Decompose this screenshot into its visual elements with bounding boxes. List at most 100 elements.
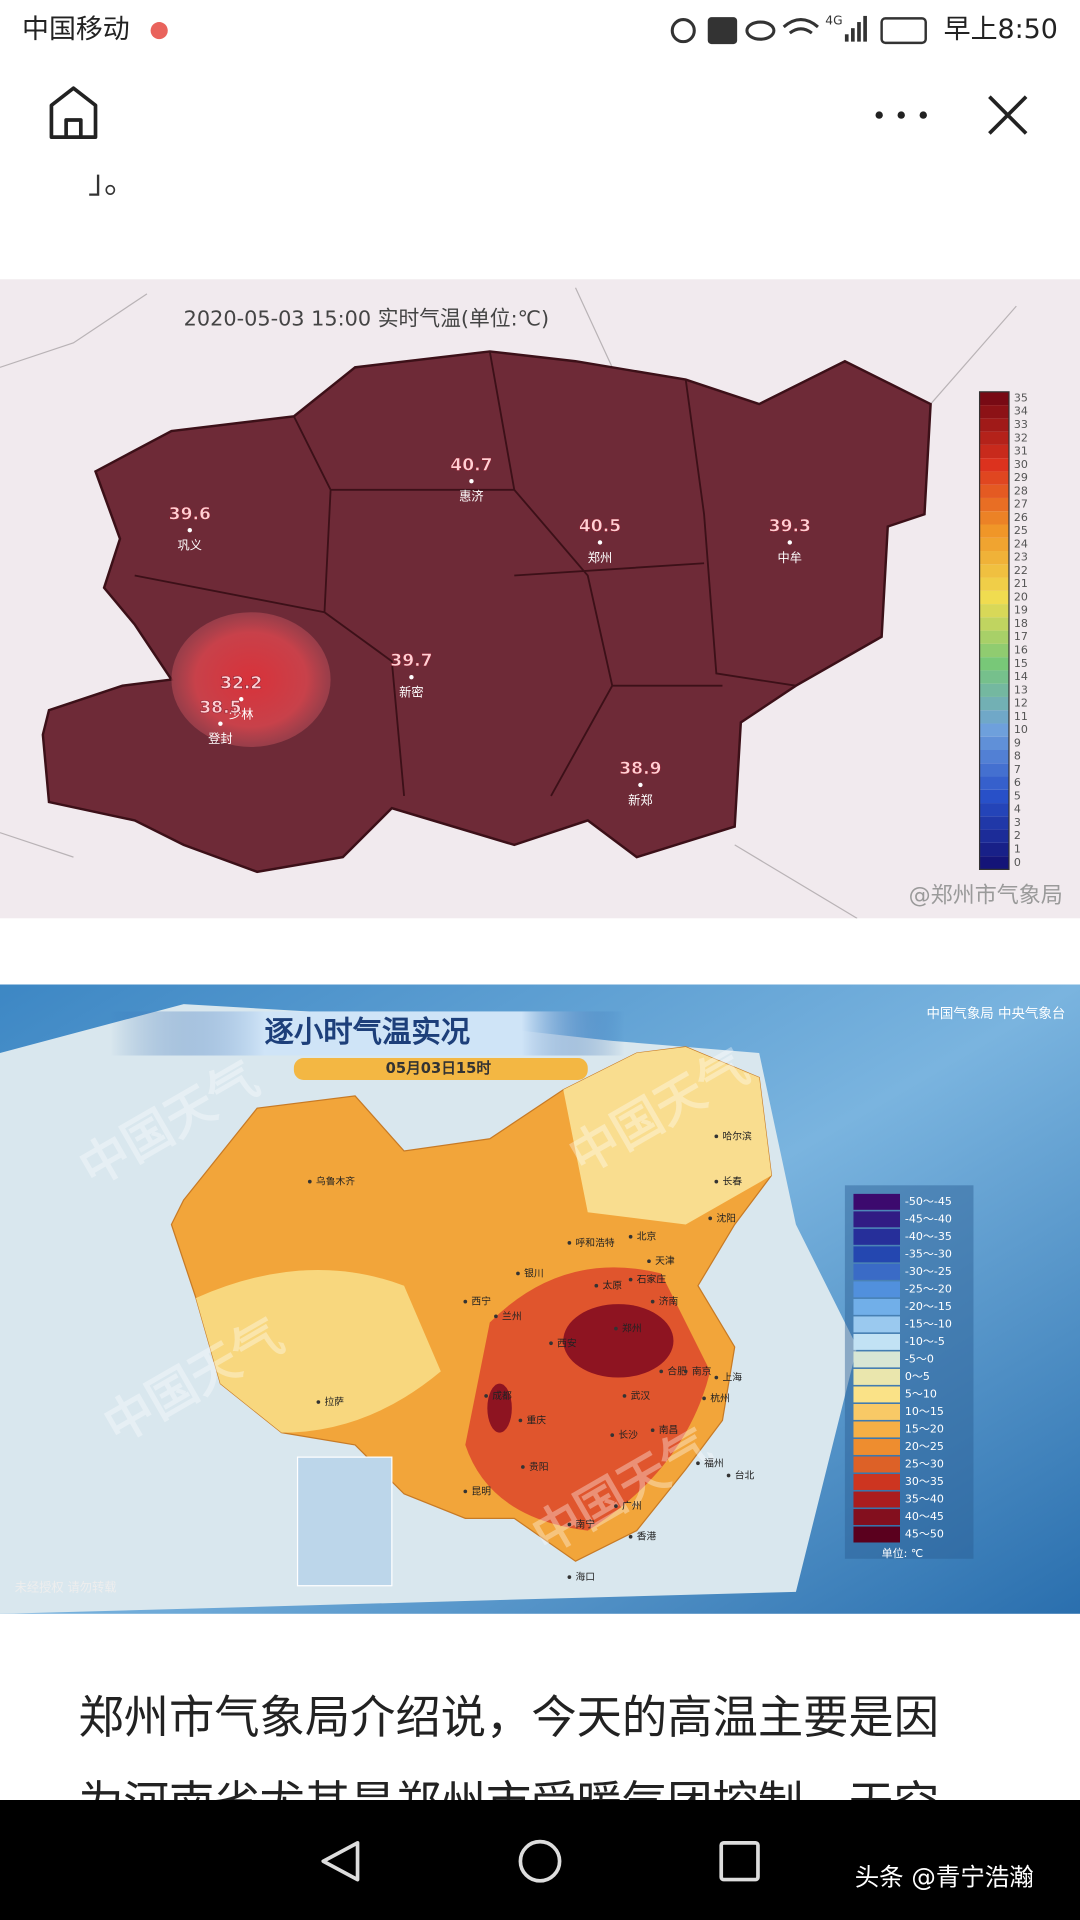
scale-label: 12 [1014,697,1028,710]
legend-swatch [853,1351,900,1368]
city-dot [696,1461,700,1466]
home-button[interactable] [49,86,98,139]
map-title: 逐小时气温实况 [265,1015,471,1049]
station-value: 39.3 [769,517,811,537]
scale-swatch [979,617,1009,631]
station-dot [638,782,643,788]
city-dot [463,1299,468,1304]
city-name: 石家庄 [637,1273,667,1286]
city-name: 海口 [576,1570,596,1583]
station-value: 38.5 [199,698,241,718]
city-name: 上海 [722,1371,742,1384]
scale-label: 22 [1014,564,1028,577]
city-dot [683,1369,688,1374]
city-dot [307,1179,312,1184]
station-name: 新郑 [628,792,652,807]
china-temperature-map: 逐小时气温实况 05月03日15时 中国气象局 中央气象台 未经授权 请勿转载 … [0,984,1080,1614]
scale-swatch [979,564,1009,578]
station-name: 巩义 [178,539,202,553]
scale-swatch [979,696,1009,711]
city-dot [494,1314,498,1319]
legend-swatch [853,1228,900,1245]
city-name: 济南 [659,1295,679,1308]
city-dot [614,1504,618,1508]
city-dot [316,1400,321,1404]
wifi-icon [782,18,819,35]
scale-label: 17 [1014,630,1028,643]
city-name: 西安 [557,1336,577,1349]
station-name: 登封 [208,731,232,746]
legend-label: -30～-25 [905,1265,952,1278]
hot-zone [487,1383,512,1433]
zhengzhou-temperature-map: 2020-05-03 15:00 实时气温(单位:℃) @郑州市气象局 39.6… [0,279,1080,919]
city-dot [628,1277,633,1282]
city-dot [714,1179,719,1184]
city-dot [463,1489,468,1494]
scale-swatch [979,683,1009,697]
scale-swatch [979,405,1009,419]
station-value: 40.7 [450,455,492,475]
station-name: 新密 [399,685,423,700]
close-button[interactable] [988,95,1028,135]
recents-button[interactable] [719,1841,760,1882]
city-name: 郑州 [622,1322,642,1335]
city-dot [610,1433,615,1437]
scale-label: 27 [1014,498,1028,511]
legend-label: -45～-40 [905,1212,952,1225]
scale-label: 13 [1014,683,1028,696]
city-name: 哈尔滨 [722,1129,752,1142]
station-dot [409,674,414,680]
scale-swatch [979,829,1009,843]
more-button[interactable] [875,111,927,119]
hot-spot [171,612,331,747]
scale-swatch [979,418,1009,432]
scale-swatch [979,856,1009,870]
legend-label: -50～-45 [905,1195,952,1208]
hd-icon [707,17,738,45]
legend-label: 35～40 [905,1493,944,1506]
alarm-icon [670,18,696,44]
scale-label: 33 [1014,418,1028,431]
legend-label: 40～45 [905,1510,944,1523]
hot-zone [563,1304,674,1378]
scale-swatch [979,670,1009,684]
scale-swatch [979,458,1009,472]
city-name: 武汉 [631,1389,651,1402]
paragraph-line: 郑州市气象局介绍说，今天的高温主要是因 [78,1691,939,1744]
back-button[interactable] [321,1841,360,1882]
watermark: @郑州市气象局 [909,883,1063,908]
city-dot [521,1465,525,1469]
station-value: 39.6 [169,504,211,524]
scale-label: 24 [1014,537,1028,550]
signal-icon [844,15,867,42]
scale-label: 6 [1014,776,1021,789]
scale-swatch [979,391,1009,406]
city-dot [714,1375,719,1380]
home-nav-button[interactable] [518,1839,562,1883]
city-dot [708,1216,713,1221]
city-name: 福州 [704,1456,724,1469]
city-name: 广州 [622,1500,642,1512]
city-dot [567,1241,572,1245]
city-name: 长沙 [618,1429,638,1441]
station-name: 少林 [229,708,253,722]
scale-label: 14 [1014,670,1028,683]
scale-swatch [979,750,1009,764]
legend-swatch [853,1263,900,1280]
scale-swatch [979,497,1009,512]
scale-swatch [979,537,1009,552]
legend-swatch [853,1386,900,1403]
legend-label: -15～-10 [905,1317,952,1330]
legend-swatch [853,1298,900,1315]
scale-swatch [979,577,1009,591]
legend-label: 20～25 [905,1440,944,1453]
legend-label: 45～50 [905,1528,944,1541]
legend-swatch [853,1316,900,1333]
scale-label: 26 [1014,511,1028,524]
city-dot [567,1522,572,1527]
legend-unit: 单位: ℃ [882,1546,924,1560]
scale-swatch [979,776,1009,790]
scale-swatch [979,484,1009,498]
battery-icon [880,17,927,45]
